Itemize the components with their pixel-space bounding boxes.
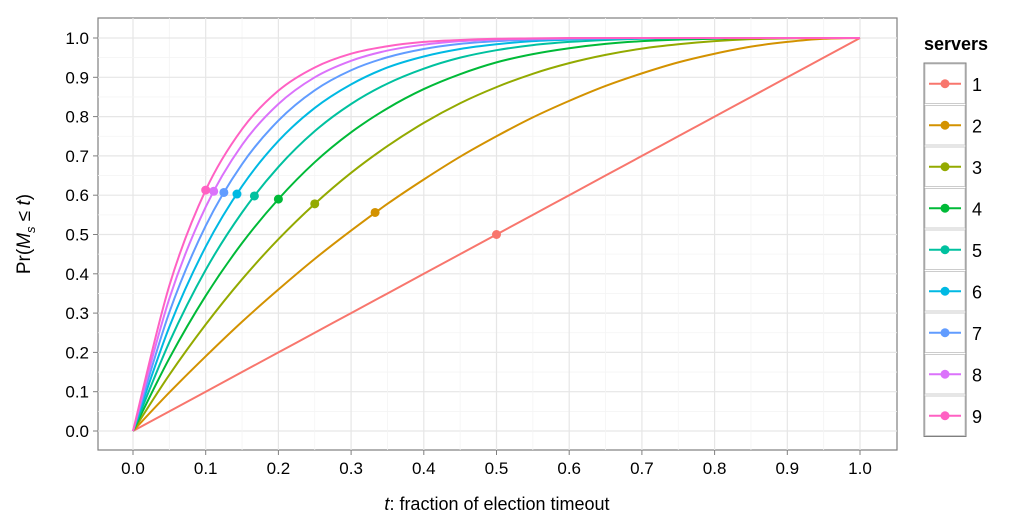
y-tick-label: 1.0 [65,29,89,48]
legend-point-5 [940,245,950,255]
legend-label: 4 [972,199,982,219]
marker-point-7 [219,187,229,197]
y-tick-label: 0.7 [65,147,89,166]
x-tick-label: 0.6 [557,459,581,478]
marker-point-5 [249,191,259,201]
x-tick-label: 1.0 [848,459,872,478]
x-axis-ticks: 0.0 0.1 0.2 0.3 0.4 0.5 0.6 0.7 0.8 0.9 1.0 [121,450,872,478]
legend-point-2 [940,120,950,130]
x-axis-label: t: fraction of election timeout [384,494,609,514]
x-tick-label: 0.7 [630,459,654,478]
marker-point-1 [492,230,501,239]
y-axis-ticks: 0.0 0.1 0.2 0.3 0.4 0.5 0.6 0.7 0.8 0.9 1.0 [65,29,98,441]
series-markers [201,185,501,239]
y-tick-label: 0.3 [65,304,89,323]
legend-point-1 [940,79,950,89]
legend-label: 1 [972,75,982,95]
marker-point-6 [232,189,242,199]
x-tick-label: 0.3 [339,459,363,478]
legend-point-9 [940,411,950,421]
x-tick-label: 0.2 [267,459,291,478]
legend-point-8 [940,369,950,379]
y-tick-label: 0.9 [65,68,89,87]
legend-label: 9 [972,407,982,427]
legend-label: 5 [972,241,982,261]
y-axis-label: Pr(Ms ≤ t) [14,194,38,274]
x-tick-label: 0.1 [194,459,218,478]
y-tick-label: 0.0 [65,422,89,441]
x-tick-label: 0.5 [485,459,509,478]
y-tick-label: 0.6 [65,186,89,205]
marker-point-8 [209,186,219,196]
legend-label: 3 [972,158,982,178]
legend-point-4 [940,203,950,213]
y-tick-label: 0.5 [65,226,89,245]
x-tick-label: 0.4 [412,459,436,478]
x-tick-label: 0.9 [775,459,799,478]
x-tick-label: 0.0 [121,459,145,478]
marker-point-9 [201,185,211,195]
y-tick-label: 0.1 [65,383,89,402]
legend-point-3 [940,162,950,172]
y-tick-label: 0.8 [65,108,89,127]
series-line-3 [132,37,860,432]
legend-point-6 [940,286,950,296]
legend-label: 8 [972,365,982,385]
series-line-2 [132,37,861,432]
legend-label: 6 [972,282,982,302]
legend-title: servers [924,34,988,54]
marker-point-2 [370,207,380,217]
legend: 1 2 3 4 5 6 7 8 9 [923,62,982,437]
marker-point-3 [310,199,320,209]
marker-point-4 [273,194,283,204]
x-tick-label: 0.8 [703,459,727,478]
legend-point-7 [940,328,950,338]
series-line-9 [132,37,860,432]
legend-label: 7 [972,324,982,344]
y-tick-label: 0.2 [65,343,89,362]
y-tick-label: 0.4 [65,265,89,284]
legend-label: 2 [972,116,982,136]
